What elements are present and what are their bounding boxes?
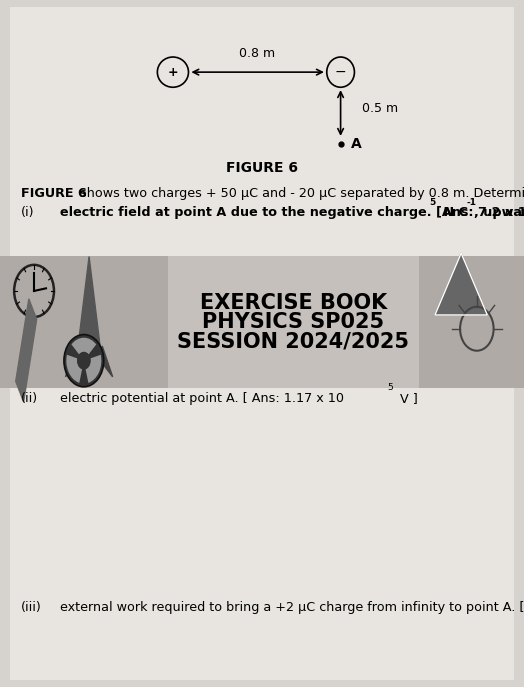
Text: 5: 5 [388, 383, 394, 392]
Polygon shape [66, 346, 76, 376]
Text: V ]: V ] [396, 392, 418, 405]
Text: electric field at point A due to the negative charge. [Ans: 7.2 x 10: electric field at point A due to the neg… [60, 206, 524, 219]
Text: FIGURE 6: FIGURE 6 [21, 187, 86, 200]
Text: 0.5 m: 0.5 m [362, 102, 398, 115]
Wedge shape [67, 354, 82, 383]
Polygon shape [16, 299, 37, 402]
Wedge shape [71, 338, 96, 354]
Text: +: + [168, 66, 178, 78]
FancyBboxPatch shape [10, 7, 514, 680]
Polygon shape [435, 253, 487, 315]
Bar [0, 256, 524, 388]
Wedge shape [85, 354, 101, 383]
Polygon shape [76, 257, 102, 363]
Text: −: − [335, 65, 346, 79]
Text: shows two charges + 50 μC and - 20 μC separated by 0.8 m. Determine the: shows two charges + 50 μC and - 20 μC se… [76, 187, 524, 200]
Text: A: A [351, 137, 362, 151]
Text: 5: 5 [430, 198, 436, 207]
Text: (i): (i) [21, 206, 35, 219]
Circle shape [64, 335, 104, 387]
Text: (ii): (ii) [21, 392, 38, 405]
Polygon shape [102, 346, 113, 376]
Text: SESSION 2024/2025: SESSION 2024/2025 [178, 331, 409, 351]
Text: external work required to bring a +2 μC charge from infinity to point A. [ Ans: : external work required to bring a +2 μC … [60, 601, 524, 614]
Text: , upwards]: , upwards] [474, 206, 524, 219]
Text: -1: -1 [466, 198, 476, 207]
Text: FIGURE 6: FIGURE 6 [226, 161, 298, 175]
Bar [0, 256, 168, 388]
Text: PHYSICS SP025: PHYSICS SP025 [202, 312, 385, 332]
Text: (iii): (iii) [21, 601, 42, 614]
Circle shape [77, 352, 91, 370]
Text: EXERCISE BOOK: EXERCISE BOOK [200, 293, 387, 313]
Text: electric potential at point A. [ Ans: 1.17 x 10: electric potential at point A. [ Ans: 1.… [60, 392, 344, 405]
Text: N C: N C [439, 206, 467, 219]
Bar [419, 256, 524, 388]
Text: 0.8 m: 0.8 m [239, 47, 275, 60]
